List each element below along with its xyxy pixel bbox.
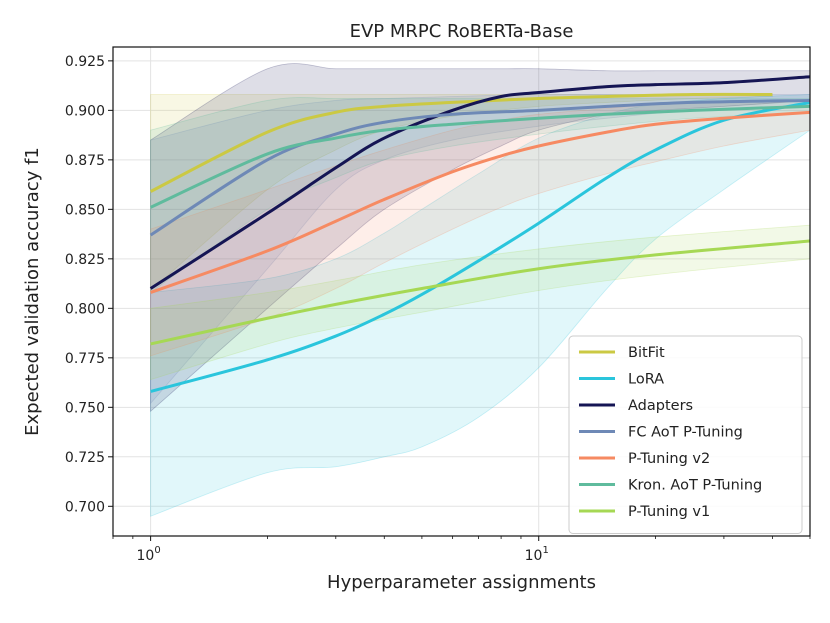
- y-tick-label: 0.725: [65, 450, 105, 466]
- legend-label-adapters: Adapters: [628, 398, 693, 414]
- y-axis-label: Expected validation accuracy f1: [22, 147, 43, 436]
- y-tick-label: 0.875: [65, 153, 105, 169]
- band-lora: [150, 94, 810, 517]
- series-line-p-tuning-v2: [150, 110, 810, 294]
- series-line-fc-aot-p-tuning: [149, 98, 810, 237]
- y-tick-label: 0.800: [65, 301, 105, 317]
- axis-ticks: 0.700 0.725 0.750 0.775 0.800 0.825 0.850 0.875…: [65, 54, 811, 564]
- x-axis-label: Hyperparameter assignments: [327, 572, 596, 593]
- series-line-p-tuning-v1: [150, 239, 810, 346]
- y-tick-label: 0.775: [65, 351, 105, 367]
- legend-label-fc-aot-p-tuning: FC AoT P-Tuning: [628, 425, 743, 441]
- legend-label-p-tuning-v1: P-Tuning v1: [628, 504, 710, 520]
- band-p-tuning-v2: [150, 100, 810, 357]
- plot-frame: [112, 46, 811, 537]
- y-tick-label: 0.925: [65, 54, 105, 70]
- legend-label-kron-aot-p-tuning: Kron. AoT P-Tuning: [628, 478, 762, 494]
- chart-title: EVP MRPC RoBERTa-Base: [350, 21, 574, 42]
- series-line-bitfit: [149, 92, 773, 193]
- legend-box: [568, 335, 803, 534]
- y-tick-label: 0.900: [65, 103, 105, 119]
- series-line-kron-aot-p-tuning: [149, 104, 810, 209]
- legend: BitFit LoRA Adapters FC AoT P-Tuning P-Tunin…: [568, 335, 803, 534]
- series-line-lora: [150, 100, 810, 393]
- y-tick-label: 0.700: [65, 499, 105, 515]
- y-tick-label: 0.825: [65, 252, 105, 268]
- y-tick-label: 0.750: [65, 400, 105, 416]
- y-tick-label: 0.850: [65, 202, 105, 218]
- series-line-adapters: [149, 75, 810, 290]
- legend-label-lora: LoRA: [628, 372, 664, 388]
- series-lines: [149, 75, 810, 393]
- legend-label-bitfit: BitFit: [628, 345, 665, 361]
- legend-label-p-tuning-v2: P-Tuning v2: [628, 451, 710, 467]
